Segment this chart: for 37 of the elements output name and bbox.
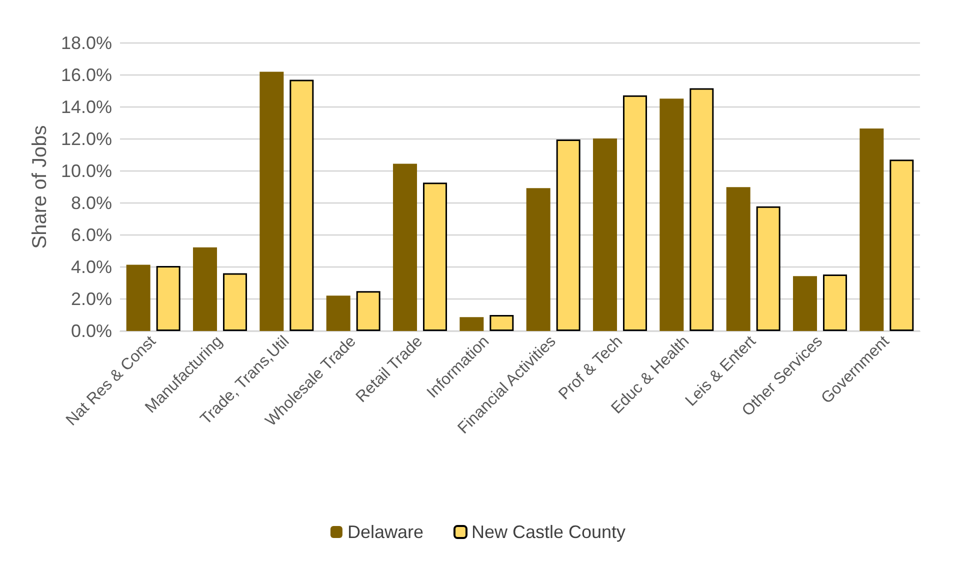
bar bbox=[593, 138, 617, 331]
y-tick-label: 0.0% bbox=[70, 321, 112, 341]
bar bbox=[423, 182, 447, 331]
bar bbox=[126, 264, 150, 331]
bar bbox=[290, 80, 314, 331]
y-tick-label: 18.0% bbox=[60, 33, 112, 53]
y-tick-label: 4.0% bbox=[70, 257, 112, 277]
y-axis-title: Share of Jobs bbox=[29, 125, 51, 249]
bar bbox=[556, 139, 580, 331]
bar bbox=[623, 95, 647, 331]
bar bbox=[690, 88, 714, 331]
bar bbox=[326, 296, 350, 331]
legend-label: New Castle County bbox=[471, 522, 626, 542]
bar bbox=[526, 188, 550, 331]
bar bbox=[193, 247, 217, 331]
bar bbox=[260, 72, 284, 331]
legend-label: Delaware bbox=[347, 522, 424, 542]
y-tick-label: 14.0% bbox=[60, 97, 112, 117]
bar bbox=[356, 291, 380, 331]
bar bbox=[756, 206, 780, 331]
bar bbox=[156, 266, 180, 331]
bar bbox=[890, 160, 914, 331]
bar bbox=[823, 274, 847, 331]
bar bbox=[860, 128, 884, 331]
bar bbox=[393, 164, 417, 331]
y-tick-label: 12.0% bbox=[60, 129, 112, 149]
y-tick-label: 6.0% bbox=[70, 225, 112, 245]
bar bbox=[660, 98, 684, 331]
bar bbox=[490, 315, 514, 331]
y-tick-label: 2.0% bbox=[70, 289, 112, 309]
bar bbox=[223, 273, 247, 331]
bar bbox=[793, 276, 817, 331]
bar bbox=[460, 317, 484, 331]
y-tick-label: 8.0% bbox=[70, 193, 112, 213]
y-tick-label: 16.0% bbox=[60, 65, 112, 85]
y-tick-label: 10.0% bbox=[60, 161, 112, 181]
bar bbox=[726, 187, 750, 331]
